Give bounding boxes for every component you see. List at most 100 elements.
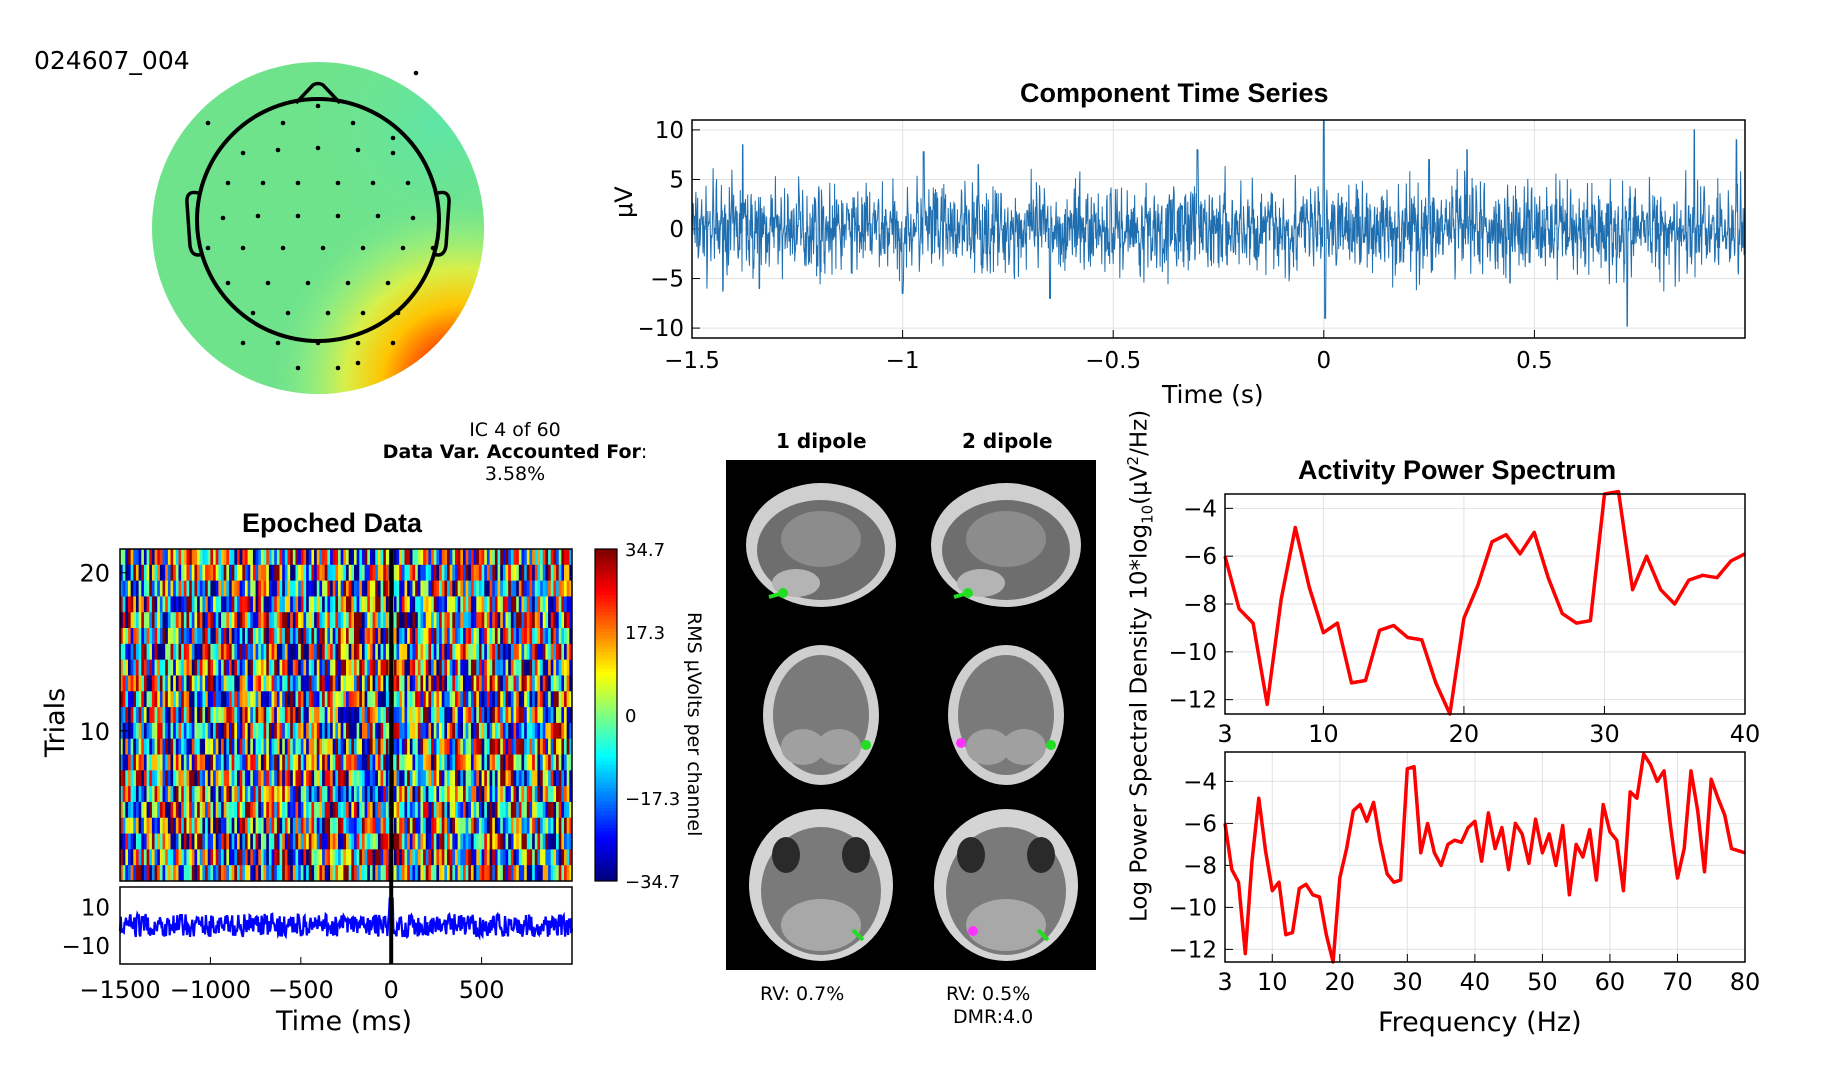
epoch-cell [263,801,267,819]
epoch-cell [502,849,506,866]
epoch-cell [412,738,416,755]
epoch-cell [548,675,552,692]
epoch-cell [449,612,453,629]
epoch-cell [383,738,387,755]
epoch-cell [316,549,320,566]
colorbar-segment [595,655,617,660]
epoch-cell [252,675,256,692]
epoch-cell [351,833,355,850]
epoch-cell [396,786,400,803]
epoch-cell [162,707,166,724]
epoch-cell [502,801,506,819]
epoch-cell [558,643,562,660]
epoch-cell [492,643,496,660]
epoch-cell [412,549,416,566]
left-ear [185,190,204,257]
epoch-cell [263,754,267,771]
epoch-cell [486,801,490,819]
epoch-cell [322,770,326,787]
epoch-cell [213,564,217,581]
epoch-cell [521,722,525,740]
epoch-cell [412,833,416,850]
epoch-cell [513,770,517,787]
epoch-cell [159,628,163,645]
epoch-cell [484,659,488,676]
epoch-cell [229,707,233,724]
epoch-cell [247,754,251,771]
epoch-cell [351,817,355,834]
epoch-cell [300,801,304,819]
epoch-cell [250,786,254,803]
epoch-cell [138,628,142,645]
epoch-cell [372,770,376,787]
epoch-cell [239,801,243,819]
epoch-cell [516,865,520,882]
epoch-cell [494,612,498,629]
epoch-cell [532,549,536,566]
epoch-cell [191,675,195,692]
epoch-cell [221,722,225,740]
epoch-cell [295,659,299,676]
epoch-cell [258,691,262,708]
epoch-cell [447,849,451,866]
epoch-cell [178,833,182,850]
epoch-cell [486,722,490,740]
epoch-cell [497,643,501,660]
epoch-cell [290,612,294,629]
epoch-cell [407,643,411,660]
epoch-cell [417,738,421,755]
epoch-cell [157,691,161,708]
colorbar-segment [595,678,617,683]
epoch-cell [396,817,400,834]
epoch-cell [327,849,331,866]
epoch-cell [550,786,554,803]
epoch-cell [385,849,389,866]
epoch-cell [566,833,570,850]
epoch-cell [476,612,480,629]
coronal-cerebellum [1002,729,1046,765]
epoch-cell [431,833,435,850]
epoch-cell [518,754,522,771]
epoch-cell [383,549,387,566]
epoch-cell [215,675,219,692]
epoch-cell [348,786,352,803]
epoch-cell [189,549,193,566]
epoch-cell [338,691,342,708]
epoch-cell [151,659,155,676]
epoch-cell [186,801,190,819]
epoch-cell [486,707,490,724]
epoch-cell [178,722,182,740]
epoch-cell [260,754,264,771]
epoch-cell [274,628,278,645]
epoch-cell [181,580,185,597]
epoch-cell [284,738,288,755]
epoch-cell [236,643,241,660]
epoch-cell [497,817,501,834]
epoch-cell [298,833,302,850]
epoch-cell [537,801,541,819]
colorbar-segment [595,578,617,583]
epoch-cell [125,691,129,708]
epoch-cell [556,596,560,613]
epoch-cell [534,596,538,613]
epoch-cell [409,707,413,724]
epoch-cell [537,596,541,613]
epoch-cell [550,849,554,866]
epoch-cell [460,786,464,803]
epoch-cell [409,612,413,629]
epoch-cell [369,659,373,676]
epoch-cell [133,722,137,740]
epoch-cell [242,659,246,676]
colorbar-tick-label: 34.7 [625,540,665,561]
epoch-cell [186,549,190,566]
epoch-cell [361,849,366,866]
epoch-cell [194,612,198,629]
epoch-cell [497,691,501,708]
epoch-cell [178,643,182,660]
epoch-cell [324,580,328,597]
epoch-cell [494,659,498,676]
colorbar-segment [595,841,617,845]
epoch-cell [380,628,384,645]
epoch-cell [218,865,222,882]
epoch-cell [348,628,352,645]
